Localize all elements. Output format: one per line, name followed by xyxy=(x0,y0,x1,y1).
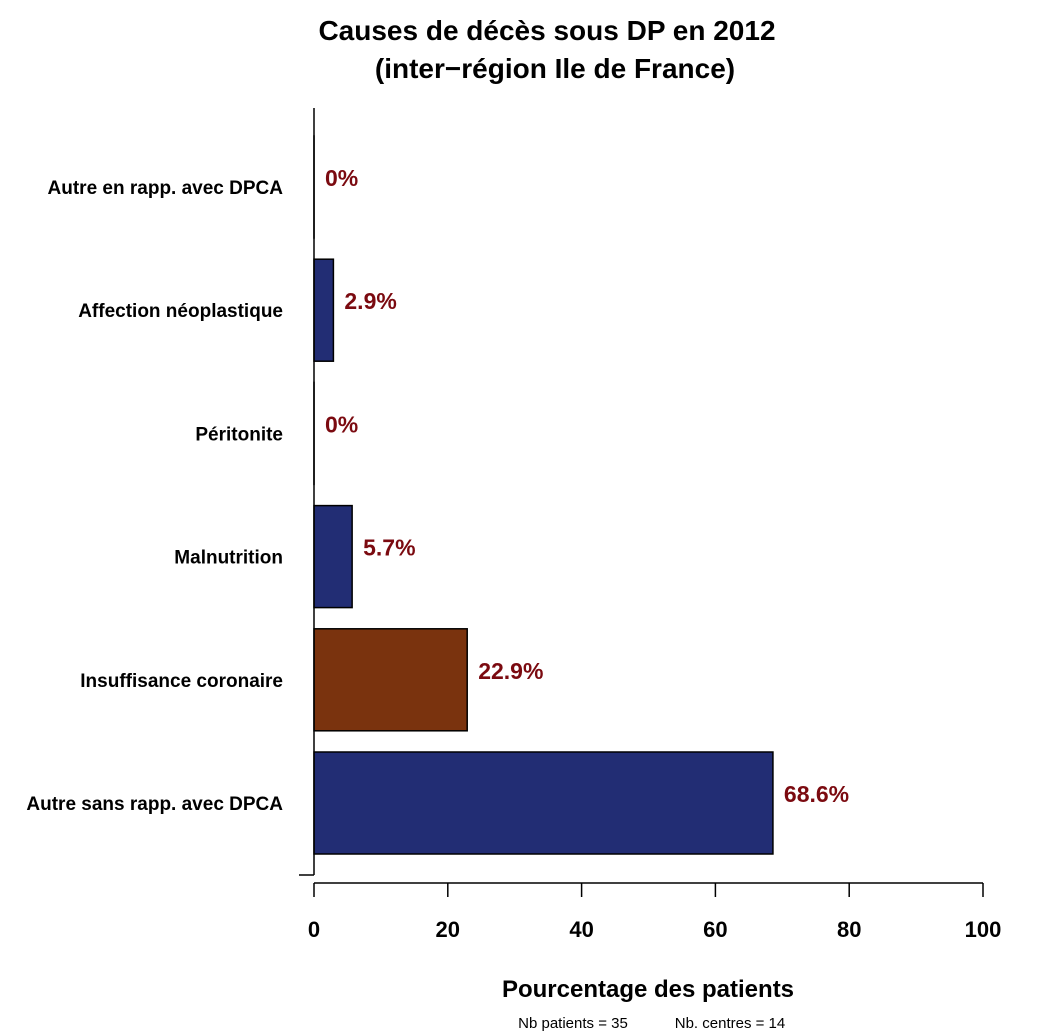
x-tick-label: 0 xyxy=(308,917,320,942)
chart-subtitle: (inter−région Ile de France) xyxy=(375,53,735,84)
value-label: 22.9% xyxy=(478,658,543,684)
bar xyxy=(313,504,353,609)
chart-title: Causes de décès sous DP en 2012 xyxy=(318,15,775,46)
bars-layer xyxy=(313,135,774,855)
value-label: 2.9% xyxy=(344,288,396,314)
value-labels: 68.6% 22.9% 5.7% 0% 2.9% 0% xyxy=(325,165,849,807)
category-label: Péritonite xyxy=(195,424,283,445)
value-label: 5.7% xyxy=(363,535,415,561)
x-tick-label: 100 xyxy=(965,917,1002,942)
footnote-centres: Nb. centres = 14 xyxy=(675,1015,785,1032)
bar xyxy=(313,751,774,855)
x-tick-label: 40 xyxy=(569,917,593,942)
category-label: Affection néoplastique xyxy=(78,301,283,322)
x-axis: 0 20 40 60 80 100 xyxy=(308,882,1002,942)
category-label: Malnutrition xyxy=(174,548,283,569)
x-tick-label: 20 xyxy=(436,917,460,942)
x-axis-title: Pourcentage des patients xyxy=(502,976,794,1003)
bar xyxy=(313,628,468,732)
footnote-patients: Nb patients = 35 xyxy=(518,1015,628,1032)
x-tick-label: 60 xyxy=(703,917,727,942)
value-label: 68.6% xyxy=(784,781,849,807)
category-label: Autre en rapp. avec DPCA xyxy=(48,178,284,199)
category-labels: Autre sans rapp. avec DPCA Insuffisance c… xyxy=(26,178,283,815)
value-label: 0% xyxy=(325,165,358,191)
category-label: Autre sans rapp. avec DPCA xyxy=(26,794,283,815)
bar xyxy=(313,258,335,362)
x-tick-label: 80 xyxy=(837,917,861,942)
value-label: 0% xyxy=(325,411,358,437)
category-label: Insuffisance coronaire xyxy=(80,671,283,692)
